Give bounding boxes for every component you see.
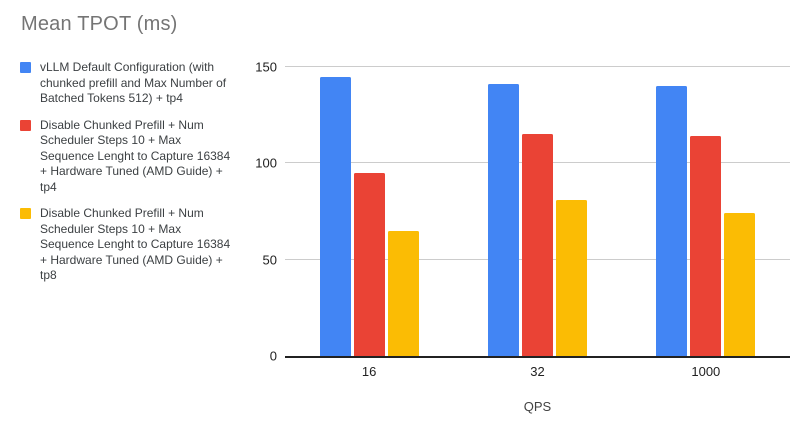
- bar: [656, 86, 688, 356]
- y-axis-tick-label: 100: [255, 155, 277, 171]
- x-axis-title: QPS: [523, 399, 552, 414]
- y-axis-tick-label: 0: [269, 348, 277, 364]
- bar-group: [453, 67, 621, 356]
- x-axis-tick-label: 32: [530, 364, 545, 379]
- bar: [555, 199, 587, 356]
- bar: [319, 76, 351, 356]
- bar-group: [622, 67, 790, 356]
- bar: [724, 213, 756, 356]
- y-axis-tick-label: 150: [255, 59, 277, 75]
- bar: [387, 230, 419, 356]
- legend-label: Disable Chunked Prefill + Num Scheduler …: [40, 117, 231, 194]
- chart-title: Mean TPOT (ms): [21, 13, 178, 35]
- bar: [353, 172, 385, 356]
- bar: [690, 136, 722, 356]
- legend-label: vLLM Default Configuration (with chunked…: [40, 60, 227, 105]
- legend: vLLM Default Configuration (with chunked…: [20, 60, 235, 295]
- legend-swatch: [20, 62, 31, 73]
- bar: [521, 134, 553, 356]
- legend-swatch: [20, 119, 31, 131]
- x-axis-tick-label: 1000: [691, 364, 721, 379]
- legend-item: Disable Chunked Prefill + Num Scheduler …: [20, 206, 235, 284]
- plot-area: [285, 66, 790, 358]
- legend-label: Disable Chunked Prefill + Num Scheduler …: [40, 206, 231, 282]
- y-axis-tick-label: 50: [262, 252, 277, 268]
- bar: [487, 84, 519, 356]
- legend-item: vLLM Default Configuration (with chunked…: [20, 60, 235, 107]
- y-axis-tick-labels: 0 50 100 150: [230, 60, 277, 364]
- x-axis-tick-labels: 16 32 1000: [285, 364, 790, 379]
- legend-swatch: [20, 208, 31, 219]
- x-axis-tick-label: 16: [361, 364, 377, 379]
- x-axis-baseline: [285, 356, 790, 358]
- gridline: [285, 66, 790, 67]
- legend-item: Disable Chunked Prefill + Num Scheduler …: [20, 118, 235, 196]
- bar-group: [285, 67, 453, 356]
